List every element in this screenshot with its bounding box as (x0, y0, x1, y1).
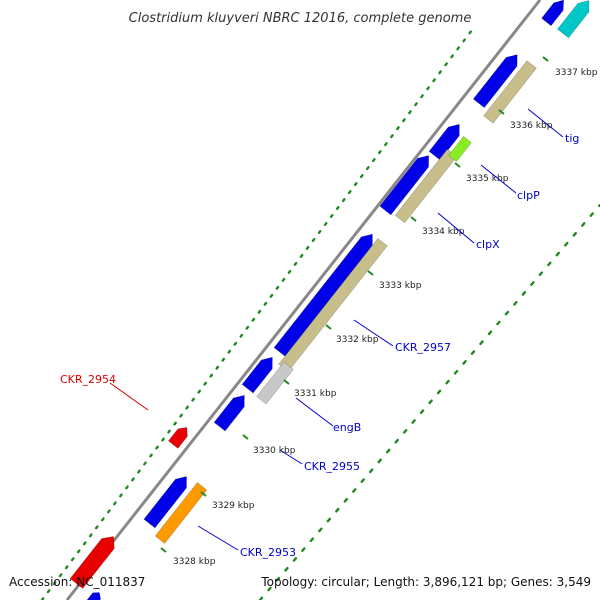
cds-reverse (168, 427, 188, 449)
gene-label[interactable]: CKR_2954 (60, 373, 116, 386)
map-title: Clostridium kluyveri NBRC 12016, complet… (129, 11, 472, 26)
gc-dot-track (40, 28, 474, 600)
genome-summary-text: Topology: circular; Length: 3,896,121 bp… (260, 575, 591, 589)
tick-mark (498, 109, 505, 115)
tick-mark (242, 434, 249, 440)
tick-mark (454, 162, 461, 168)
rna-feature (557, 0, 590, 39)
leader-lines-forward (197, 108, 564, 551)
highlighted-gene (154, 482, 208, 544)
gene-label[interactable]: CKR_2953 (240, 546, 296, 559)
cds-forward (428, 123, 460, 161)
gene-bar (278, 238, 388, 372)
cds-forward (472, 54, 518, 109)
cds-forward (241, 356, 273, 394)
genome-backbone (65, 0, 542, 600)
gene-label[interactable]: clpP (517, 189, 540, 202)
highlighted-gene (448, 136, 472, 162)
tick-mark (200, 491, 207, 497)
cds-forward (379, 155, 429, 216)
cds-reverse (69, 536, 115, 589)
tick-label: 3337 kbp (555, 68, 598, 78)
tick-mark (160, 547, 167, 553)
leader-lines-reverse (109, 382, 149, 411)
tick-mark (325, 324, 332, 330)
accession-text: Accession: NC_011837 (9, 575, 145, 589)
tick-label: 3328 kbp (173, 557, 216, 567)
tick-mark (283, 379, 290, 385)
tick-mark (367, 270, 374, 276)
tick-mark (410, 216, 417, 222)
cds-forward (143, 476, 187, 529)
feature-track (69, 0, 590, 600)
tick-label: 3335 kbp (466, 174, 509, 184)
gene-label[interactable]: engB (333, 421, 361, 434)
tick-label: 3334 kbp (422, 227, 465, 237)
tick-label: 3332 kbp (336, 335, 379, 345)
tick-label: 3331 kbp (294, 389, 337, 399)
cds-forward (86, 592, 101, 600)
gene-label[interactable]: tig (565, 132, 579, 145)
highlighted-gene (256, 361, 294, 405)
gc-dot-track (258, 203, 600, 600)
kbp-tick-marks (160, 56, 549, 553)
cds-forward (273, 233, 373, 357)
gene-label[interactable]: CKR_2955 (304, 460, 360, 473)
tick-label: 3333 kbp (379, 281, 422, 291)
tick-label: 3329 kbp (212, 501, 255, 511)
tick-label: 3336 kbp (510, 121, 553, 131)
gene-label[interactable]: clpX (476, 238, 500, 251)
gene-bar (483, 60, 537, 124)
gc-content-tracks (40, 28, 600, 600)
tick-label: 3330 kbp (253, 446, 296, 456)
tick-mark (542, 56, 549, 62)
cds-forward (213, 394, 245, 432)
cds-forward (541, 0, 564, 27)
gene-label[interactable]: CKR_2957 (395, 341, 451, 354)
